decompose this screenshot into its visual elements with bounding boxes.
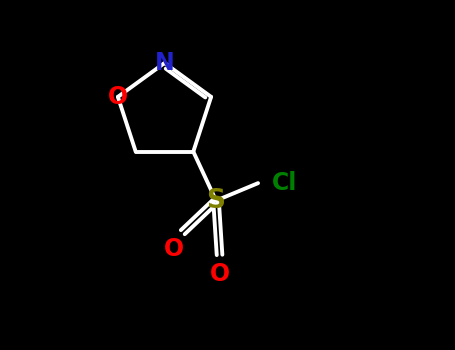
Text: Cl: Cl — [272, 171, 298, 195]
Text: O: O — [164, 237, 184, 261]
Text: N: N — [155, 51, 174, 75]
Text: O: O — [209, 262, 230, 286]
Text: S: S — [207, 188, 226, 214]
Text: O: O — [108, 85, 128, 109]
